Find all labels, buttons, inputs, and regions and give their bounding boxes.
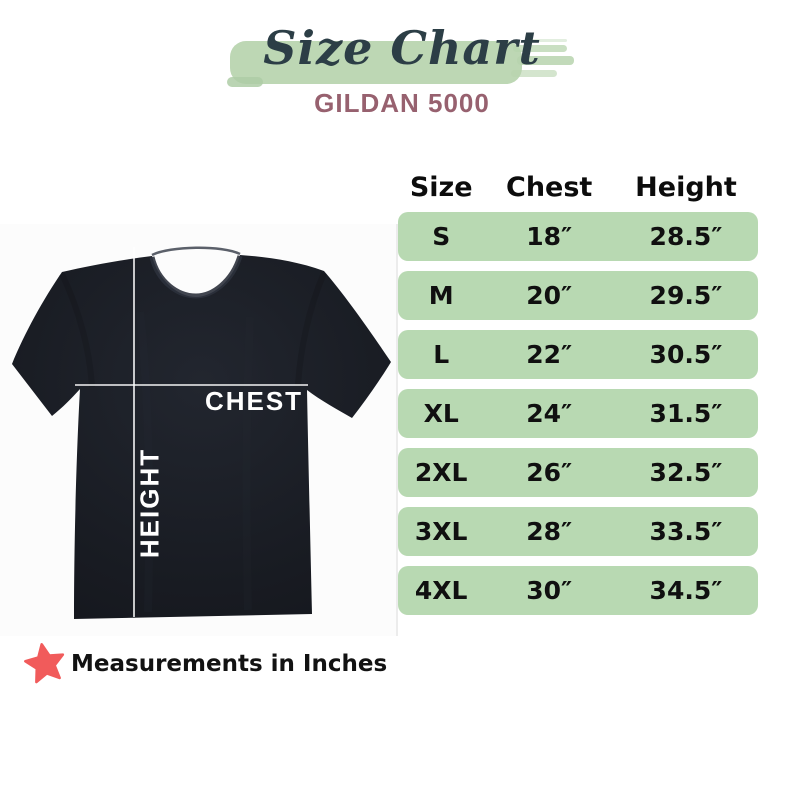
brush-stroke [227, 34, 577, 92]
cell-chest: 20″ [526, 281, 573, 310]
cell-size: S [432, 222, 451, 251]
chest-label: CHEST [204, 386, 304, 416]
collar-rib [149, 255, 243, 299]
measurements-note: Measurements in Inches [71, 651, 388, 677]
table-row-m: M 20″ 29.5″ [398, 271, 758, 320]
cell-chest: 24″ [526, 399, 573, 428]
star-icon [24, 642, 66, 684]
tshirt-silhouette [12, 255, 391, 619]
header-cell-chest: Chest [506, 171, 593, 203]
cell-height: 33.5″ [649, 517, 723, 546]
cell-height: 28.5″ [649, 222, 723, 251]
cell-height: 29.5″ [649, 281, 723, 310]
collar-top-edge [151, 246, 241, 257]
table-header: Size Chest Height [398, 170, 758, 204]
page-title: Size Chart [263, 21, 541, 75]
cell-chest: 30″ [526, 576, 573, 605]
cell-height: 32.5″ [649, 458, 723, 487]
page-subtitle: GILDAN 5000 [314, 88, 490, 118]
cell-size: L [433, 340, 450, 369]
cell-size: M [428, 281, 454, 310]
header-cell-height: Height [635, 171, 737, 203]
table-row-2xl: 2XL 26″ 32.5″ [398, 448, 758, 497]
table-row-4xl: 4XL 30″ 34.5″ [398, 566, 758, 615]
header-cell-size: Size [409, 171, 473, 203]
cell-chest: 28″ [526, 517, 573, 546]
cell-size: 3XL [414, 517, 468, 546]
cell-chest: 22″ [526, 340, 573, 369]
height-label: HEIGHT [134, 447, 165, 559]
cell-size: 4XL [414, 576, 468, 605]
tshirt-image [0, 222, 400, 637]
table-row-l: L 22″ 30.5″ [398, 330, 758, 379]
cell-chest: 18″ [526, 222, 573, 251]
cell-height: 34.5″ [649, 576, 723, 605]
cell-size: XL [423, 399, 459, 428]
cell-height: 30.5″ [649, 340, 723, 369]
cell-height: 31.5″ [649, 399, 723, 428]
cell-chest: 26″ [526, 458, 573, 487]
table-row-s: S 18″ 28.5″ [398, 212, 758, 261]
size-table: Size Chest Height S 18″ 28.5″ M 20″ 29.5… [398, 170, 758, 625]
table-row-xl: XL 24″ 31.5″ [398, 389, 758, 438]
table-row-3xl: 3XL 28″ 33.5″ [398, 507, 758, 556]
cell-size: 2XL [414, 458, 468, 487]
